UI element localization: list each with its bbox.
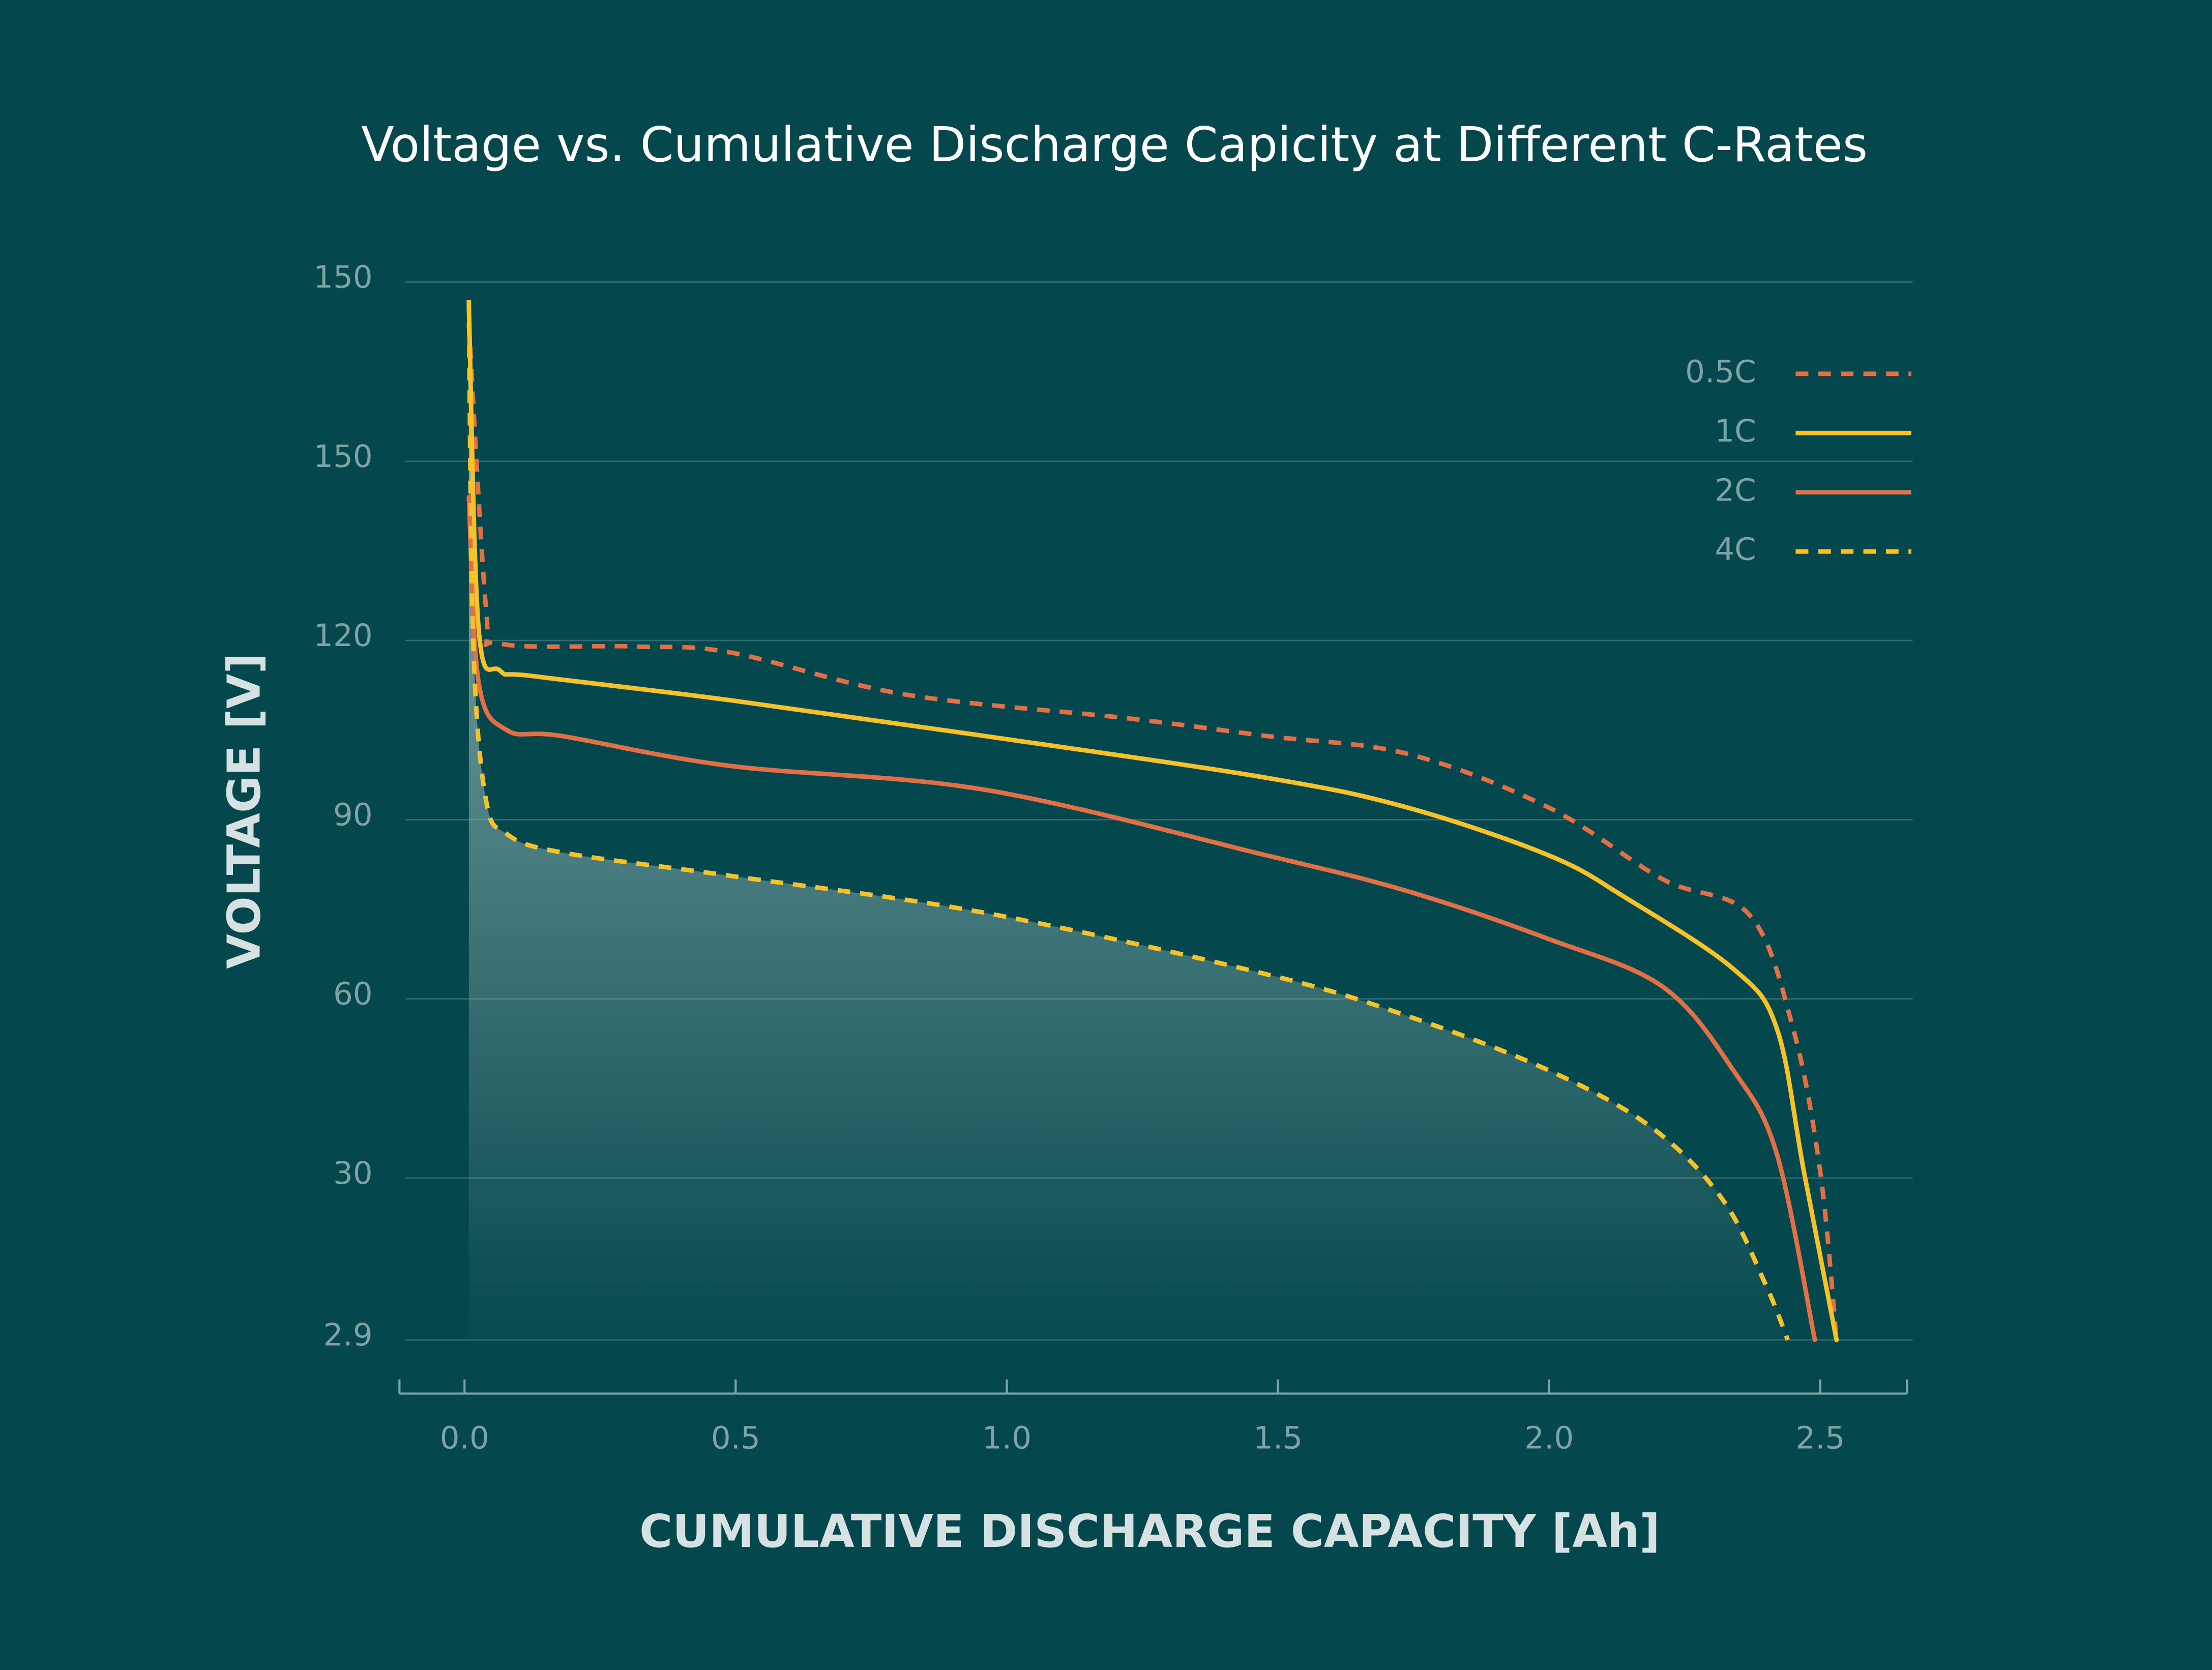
legend-label: 0.5C [1685, 354, 1756, 390]
y-tick-label: 120 [313, 618, 372, 654]
x-axis-label: CUMULATIVE DISCHARGE CAPACITY [Ah] [639, 1505, 1660, 1558]
y-axis-label: VOLTAGE [V] [218, 653, 270, 969]
legend-label: 1C [1715, 413, 1756, 449]
series-line [466, 324, 1839, 1340]
legend-label: 4C [1715, 532, 1756, 568]
y-tick-label: 60 [333, 976, 373, 1012]
x-tick-label: 1.0 [982, 1420, 1031, 1456]
area-layer [468, 300, 1788, 1340]
legend: 0.5C 1C 2C 4C [1685, 354, 1911, 568]
x-tick-label: 1.5 [1253, 1420, 1303, 1456]
y-tick-label: 90 [333, 797, 373, 833]
legend-label: 2C [1715, 472, 1756, 508]
series-line [466, 304, 1839, 1342]
y-tick-label: 150 [313, 259, 372, 296]
chart-title: Voltage vs. Cumulative Discharge Capicit… [361, 117, 1868, 173]
x-tick-label: 0.0 [440, 1420, 489, 1456]
y-tick-label: 150 [313, 438, 372, 475]
y-tick-label: 2.9 [323, 1317, 373, 1353]
x-tick-label: 2.0 [1524, 1420, 1574, 1456]
area-fill [468, 300, 1788, 1340]
series-line [466, 494, 1817, 1342]
x-tick-label: 0.5 [711, 1420, 760, 1456]
axes: 2.9 30 60 90 120 150 150 0.0 0.5 1.0 1.5 2.0 2.5 [313, 259, 1908, 1456]
lines-layer [466, 300, 1839, 1342]
x-tick-label: 2.5 [1795, 1420, 1845, 1456]
y-tick-label: 30 [333, 1155, 373, 1191]
